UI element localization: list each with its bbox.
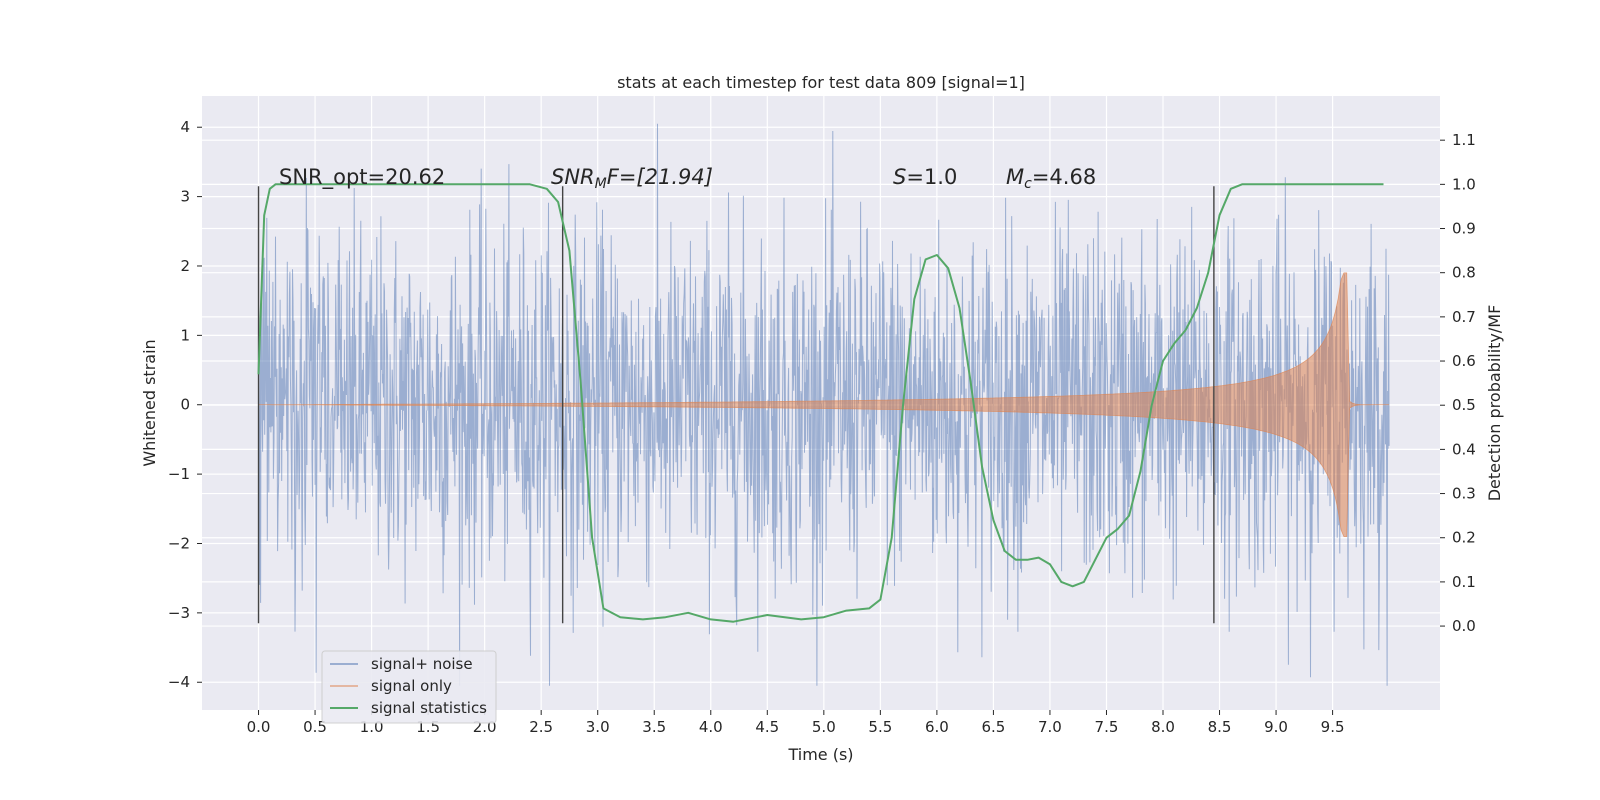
x-tick-label-7: 3.5 (642, 718, 666, 736)
annotation-snr-mf-sub: M (595, 176, 607, 192)
series-signal-statistics (257, 183, 1384, 623)
x-tick-label-8: 4.0 (699, 718, 723, 736)
band-signal-only (258, 272, 1390, 537)
yr-tick-label-8: 0.3 (1452, 485, 1476, 503)
legend-label-signal-noise: signal+ noise (371, 655, 473, 673)
x-tick-label-18: 9.0 (1264, 718, 1288, 736)
x-tick-label-15: 7.5 (1095, 718, 1119, 736)
line-signal-noise (258, 123, 1390, 686)
yl-tick-label-2: 2 (180, 257, 190, 275)
annotation-mc: Mc=4.68 (1006, 165, 1096, 192)
chart-title: stats at each timestep for test data 809… (617, 73, 1025, 92)
yr-tick-label-1: 1.0 (1452, 175, 1476, 193)
annotation-s-tail: =1.0 (906, 165, 957, 189)
x-tick-label-0: 0.0 (247, 718, 271, 736)
yr-tick-label-2: 0.9 (1452, 220, 1476, 238)
annotation-snr-mf: SNRMF=[21.94] (551, 165, 713, 192)
x-tick-label-5: 2.5 (529, 718, 553, 736)
vertical-markers (257, 186, 1215, 624)
yl-tick-label-8: −4 (168, 673, 190, 691)
series-signal-noise (258, 123, 1390, 686)
yl-tick-label-7: −3 (168, 604, 190, 622)
annotation-mc-tail: =4.68 (1032, 165, 1096, 189)
legend-label-signal-statistics: signal statistics (371, 699, 487, 717)
x-tick-label-10: 5.0 (812, 718, 836, 736)
yr-tick-label-10: 0.1 (1452, 573, 1476, 591)
annotation-snr-mf-tail: F=[21.94] (607, 165, 713, 189)
yr-tick-label-7: 0.4 (1452, 440, 1476, 458)
yl-tick-label-1: 3 (180, 188, 190, 206)
annotation-snr-opt: SNR_opt=20.62 (279, 165, 445, 190)
annotation-s-main: S (893, 165, 906, 189)
x-tick-label-1: 0.5 (303, 718, 327, 736)
x-axis-label: Time (s) (787, 745, 853, 764)
line-signal-statistics (257, 183, 1384, 623)
yr-tick-label-6: 0.5 (1452, 396, 1476, 414)
x-tick-label-14: 7.0 (1038, 718, 1062, 736)
x-tick-label-9: 4.5 (755, 718, 779, 736)
y-left-axis-ticks: 4 3 2 1 0 −1 −2 −3 −4 (168, 118, 202, 691)
y-right-axis-ticks: 1.1 1.0 0.9 0.8 0.7 0.6 0.5 0.4 0.3 0.2 0.1 0.0 (1440, 131, 1476, 635)
yr-tick-label-9: 0.2 (1452, 529, 1476, 547)
yr-tick-label-5: 0.6 (1452, 352, 1476, 370)
yr-tick-label-0: 1.1 (1452, 131, 1476, 149)
x-tick-label-12: 6.0 (925, 718, 949, 736)
x-tick-label-6: 3.0 (586, 718, 610, 736)
yr-tick-label-4: 0.7 (1452, 308, 1476, 326)
annotation-mc-main: M (1006, 165, 1024, 189)
yr-tick-label-3: 0.8 (1452, 264, 1476, 282)
yl-tick-label-6: −2 (168, 534, 190, 552)
series-signal-only (258, 272, 1390, 537)
yl-tick-label-3: 1 (180, 326, 190, 344)
x-tick-label-11: 5.5 (868, 718, 892, 736)
yl-tick-label-5: −1 (168, 465, 190, 483)
x-tick-label-13: 6.5 (981, 718, 1005, 736)
y-right-axis-label: Detection probability/MF (1485, 305, 1504, 502)
annotation-mc-sub: c (1024, 176, 1032, 192)
yl-tick-label-0: 4 (180, 118, 190, 136)
annotation-snr-mf-main: SNR (551, 165, 595, 189)
y-left-axis-label: Whitened strain (140, 339, 159, 466)
legend: signal+ noise signal only signal statist… (321, 650, 497, 724)
x-axis-ticks: 0.0 0.5 1.0 1.5 2.0 2.5 3.0 3.5 4.0 4.5 5.0 5.5 6.0 6… (247, 710, 1345, 736)
annotation-s: S=1.0 (893, 165, 957, 189)
yl-tick-label-4: 0 (180, 396, 190, 414)
x-tick-label-16: 8.0 (1151, 718, 1175, 736)
x-tick-label-19: 9.5 (1321, 718, 1345, 736)
legend-label-signal-only: signal only (371, 677, 452, 695)
yr-tick-label-11: 0.0 (1452, 617, 1476, 635)
x-tick-label-17: 8.5 (1208, 718, 1232, 736)
legend-box (321, 650, 497, 724)
